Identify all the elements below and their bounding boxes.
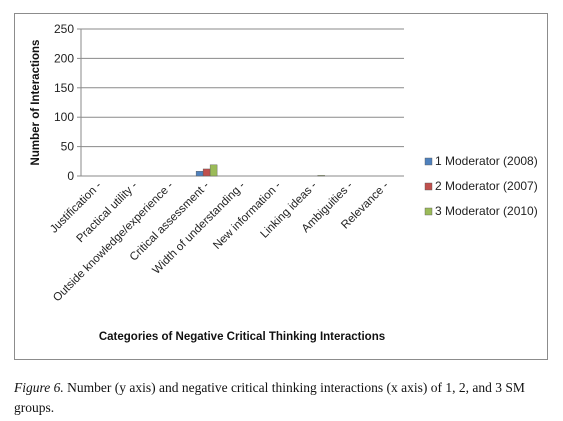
x-tick-label: New information - [211, 180, 283, 252]
y-tick-label: 150 [54, 81, 74, 95]
legend-swatch [424, 182, 433, 191]
y-tick-label: 0 [67, 169, 74, 183]
chart-frame: 0 50 100 150 200 250 Justification - Practical … [14, 13, 548, 360]
y-tick-label: 50 [61, 140, 75, 154]
y-tick-label: 200 [54, 51, 74, 65]
figure-caption: Figure 6. Number (y axis) and negative c… [14, 378, 544, 418]
y-tick-label: 100 [54, 110, 74, 124]
x-tick-label: Practical utility - [75, 180, 141, 246]
y-axis-title: Number of Interactions [30, 40, 42, 166]
bar [209, 164, 218, 177]
bar [202, 168, 211, 177]
x-axis-title: Categories of Negative Critical Thinking… [99, 331, 385, 343]
legend-swatch [424, 157, 433, 166]
bar [317, 175, 325, 177]
legend-swatch [424, 207, 433, 216]
y-tick-label: 250 [54, 22, 74, 36]
legend-label: 1 Moderator (2008) [435, 154, 538, 168]
figure-label: Figure 6. [14, 380, 64, 395]
legend-label: 3 Moderator (2010) [435, 204, 538, 218]
caption-text: Number (y axis) and negative critical th… [14, 380, 525, 415]
legend-label: 2 Moderator (2007) [435, 179, 538, 193]
bar [195, 171, 204, 177]
